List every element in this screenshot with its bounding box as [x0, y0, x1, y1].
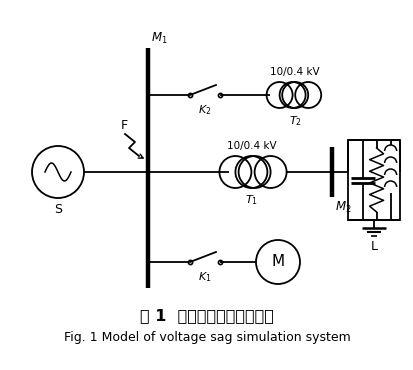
Text: F: F	[121, 119, 128, 132]
Text: Fig. 1 Model of voltage sag simulation system: Fig. 1 Model of voltage sag simulation s…	[64, 332, 349, 344]
Text: $K_1$: $K_1$	[198, 270, 211, 284]
Text: 10/0.4 kV: 10/0.4 kV	[270, 67, 319, 77]
Text: S: S	[54, 203, 62, 216]
Text: L: L	[370, 240, 377, 253]
Bar	[347, 140, 399, 220]
Text: $M_2$: $M_2$	[334, 200, 351, 215]
Text: $M_1$: $M_1$	[151, 31, 167, 46]
Text: 图 1  电压暂降仿真系统模型: 图 1 电压暂降仿真系统模型	[140, 309, 273, 323]
Text: 10/0.4 kV: 10/0.4 kV	[226, 141, 275, 151]
Text: $K_2$: $K_2$	[198, 103, 211, 117]
Text: M: M	[271, 255, 284, 269]
Text: $T_1$: $T_1$	[244, 193, 257, 207]
Text: $T_2$: $T_2$	[288, 114, 301, 128]
